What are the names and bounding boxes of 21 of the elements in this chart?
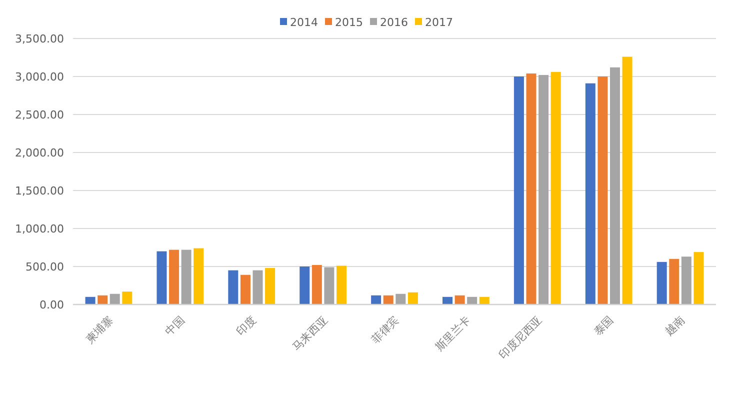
legend-label: 2014: [290, 16, 318, 29]
legend-label: 2015: [335, 16, 363, 29]
y-tick-label: 0.00: [40, 298, 64, 312]
y-tick-label: 3,500.00: [15, 32, 64, 46]
x-tick-label: 柬埔寨: [83, 313, 116, 346]
legend-label: 2016: [380, 16, 408, 29]
y-tick-label: 2,000.00: [15, 146, 64, 160]
x-tick-label: 中国: [162, 313, 188, 338]
x-tick-label: 斯里兰卡: [432, 313, 474, 354]
x-tick-label: 印度: [234, 313, 259, 338]
y-tick-label: 3,000.00: [15, 70, 64, 84]
y-tick-label: 2,500.00: [15, 108, 64, 122]
x-tick-label: 菲律宾: [369, 313, 402, 346]
y-tick-label: 500.00: [26, 260, 64, 274]
x-tick-label: 泰国: [591, 313, 616, 338]
x-tick-label: 印度尼西亚: [496, 313, 544, 362]
legend-label: 2017: [425, 16, 453, 29]
x-tick-label: 马来西亚: [290, 313, 330, 354]
y-tick-label: 1,500.00: [15, 184, 64, 198]
x-tick-label: 越南: [662, 313, 688, 338]
y-tick-label: 1,000.00: [15, 222, 64, 236]
